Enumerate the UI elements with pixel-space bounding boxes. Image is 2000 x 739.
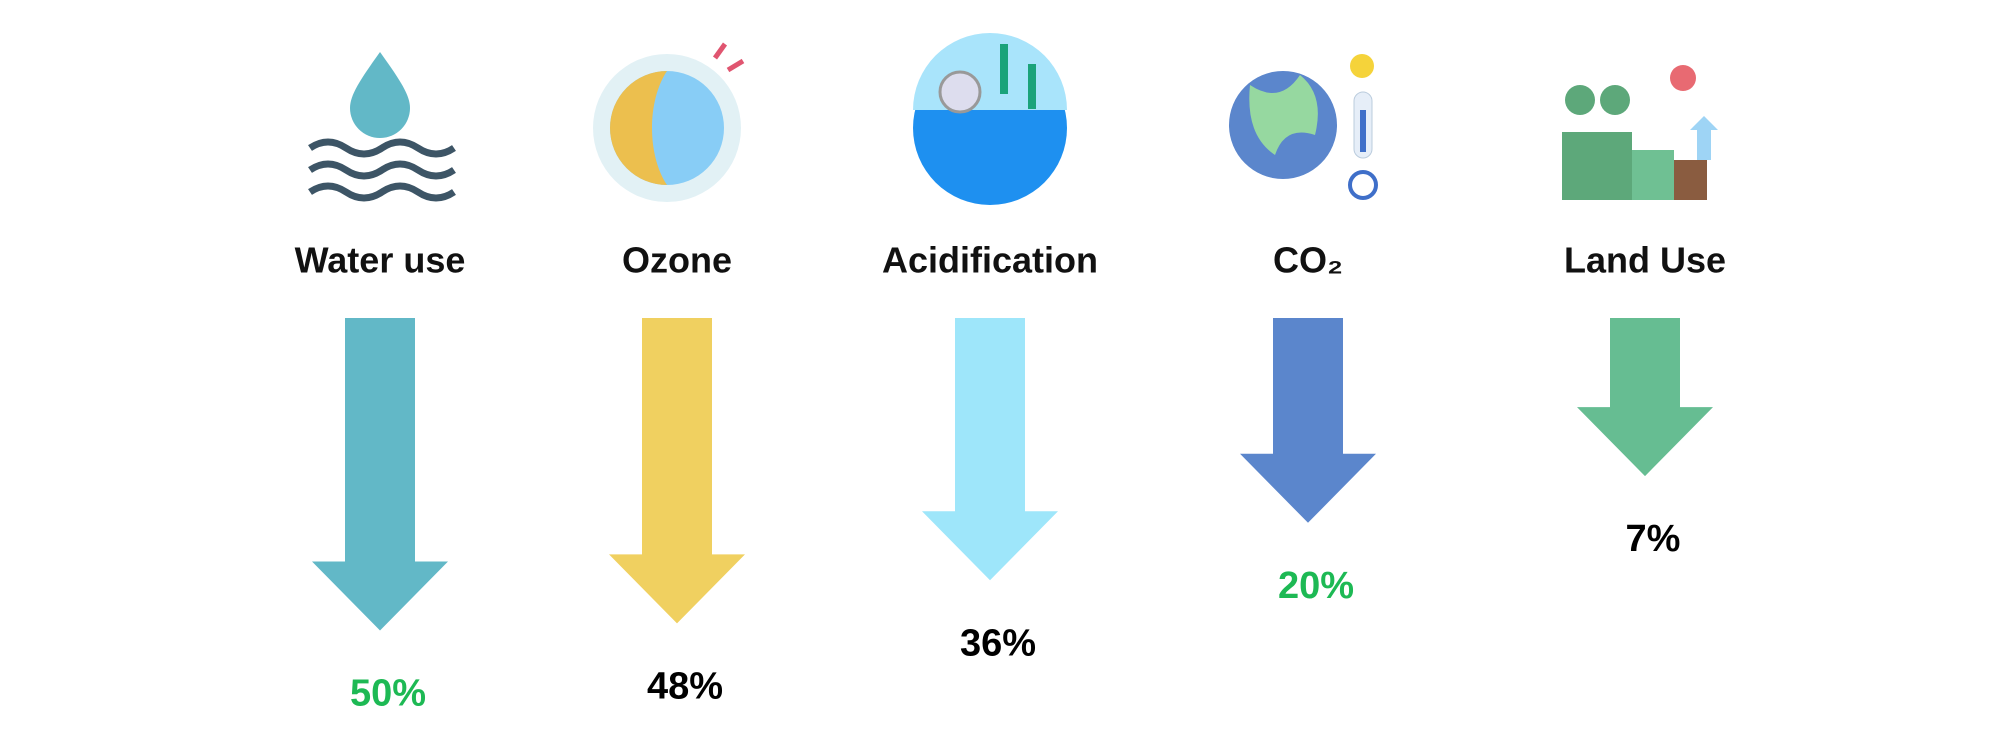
ozone-icon: [593, 42, 745, 202]
arrow: [1240, 318, 1376, 523]
category-label: Acidification: [882, 240, 1098, 281]
icons: [308, 33, 1718, 205]
value-label: 50%: [350, 673, 426, 715]
arrow: [922, 318, 1058, 581]
category-label: Water use: [295, 240, 466, 281]
arrow: [609, 318, 745, 624]
value-label: 48%: [647, 665, 723, 707]
acidification-icon: [913, 33, 1067, 205]
value-label: 7%: [1626, 518, 1681, 560]
arrow: [1577, 318, 1713, 477]
category-label: Ozone: [622, 240, 732, 281]
co2-icon: [1229, 54, 1378, 200]
category-label: CO₂: [1273, 240, 1343, 281]
arrow: [312, 318, 448, 631]
value-label: 20%: [1278, 565, 1354, 607]
water-icon: [308, 52, 456, 202]
category-label: Land Use: [1564, 240, 1726, 281]
value-label: 36%: [960, 622, 1036, 664]
land-icon: [1562, 65, 1718, 200]
